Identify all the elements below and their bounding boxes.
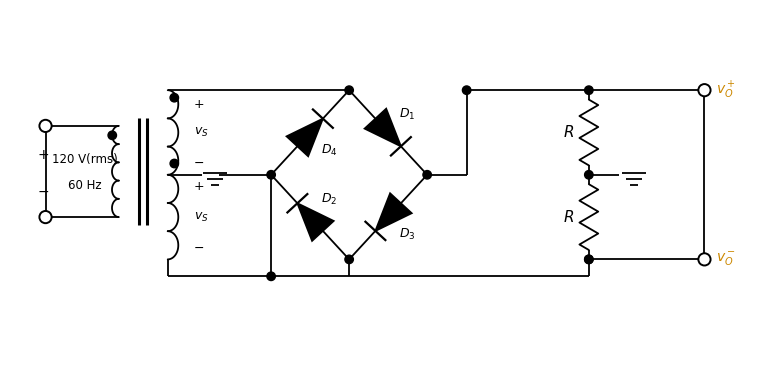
Circle shape	[345, 86, 354, 94]
Circle shape	[699, 253, 710, 266]
Text: $v_S$: $v_S$	[194, 126, 208, 139]
Circle shape	[108, 131, 117, 140]
Text: $D_1$: $D_1$	[399, 107, 415, 122]
Text: $D_3$: $D_3$	[399, 227, 416, 242]
Circle shape	[423, 171, 432, 179]
Text: $v_S$: $v_S$	[194, 211, 208, 224]
Text: $D_2$: $D_2$	[321, 192, 337, 207]
Text: +: +	[194, 98, 205, 111]
Circle shape	[584, 255, 593, 264]
Text: $v_O^-$: $v_O^-$	[716, 251, 736, 268]
Circle shape	[462, 86, 471, 94]
Text: −: −	[194, 157, 205, 170]
Circle shape	[267, 272, 276, 280]
Polygon shape	[375, 193, 411, 231]
Circle shape	[584, 86, 593, 94]
Circle shape	[170, 159, 178, 168]
Circle shape	[345, 255, 354, 264]
Circle shape	[39, 211, 52, 223]
Circle shape	[267, 171, 276, 179]
Polygon shape	[297, 203, 334, 241]
Polygon shape	[364, 109, 401, 146]
Text: $R$: $R$	[563, 125, 574, 141]
Text: $D_4$: $D_4$	[321, 143, 338, 158]
Text: $v_O^+$: $v_O^+$	[716, 80, 736, 101]
Text: $R$: $R$	[563, 209, 574, 225]
Text: 60 Hz: 60 Hz	[68, 179, 102, 192]
Polygon shape	[286, 119, 323, 156]
Text: −: −	[194, 242, 205, 255]
Text: +: +	[194, 180, 205, 193]
Circle shape	[584, 171, 593, 179]
Circle shape	[170, 94, 178, 102]
Circle shape	[699, 84, 710, 96]
Circle shape	[584, 255, 593, 264]
Circle shape	[39, 120, 52, 132]
Text: 120 V(rms): 120 V(rms)	[52, 153, 118, 166]
Text: +: +	[38, 148, 49, 162]
Text: −: −	[38, 185, 49, 199]
